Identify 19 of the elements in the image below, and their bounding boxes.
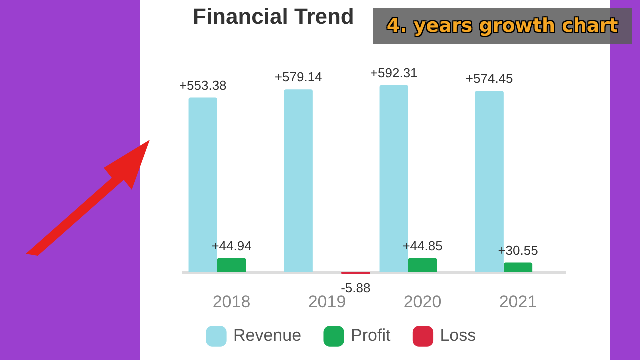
chart-title: Financial Trend — [193, 4, 354, 30]
bar — [504, 262, 533, 272]
x-tick-label: 2020 — [404, 292, 442, 312]
bar — [284, 90, 313, 272]
data-label: +553.38 — [179, 78, 227, 93]
data-label: +44.85 — [402, 238, 443, 254]
x-tick-label: 2021 — [499, 292, 538, 312]
data-label: +44.94 — [212, 238, 252, 254]
bar — [408, 258, 438, 272]
text: 4. years growth chart — [373, 8, 632, 44]
data-label: +574.45 — [466, 71, 514, 86]
data-label: +592.31 — [370, 66, 418, 81]
data-label: +579.14 — [274, 70, 322, 85]
legend-label: Loss — [440, 326, 476, 346]
data-label: +30.55 — [498, 242, 538, 258]
legend-label: Revenue — [234, 326, 302, 346]
x-tick-label: 2018 — [212, 292, 251, 312]
legend-label: Profit — [351, 326, 392, 346]
bar — [217, 258, 246, 272]
